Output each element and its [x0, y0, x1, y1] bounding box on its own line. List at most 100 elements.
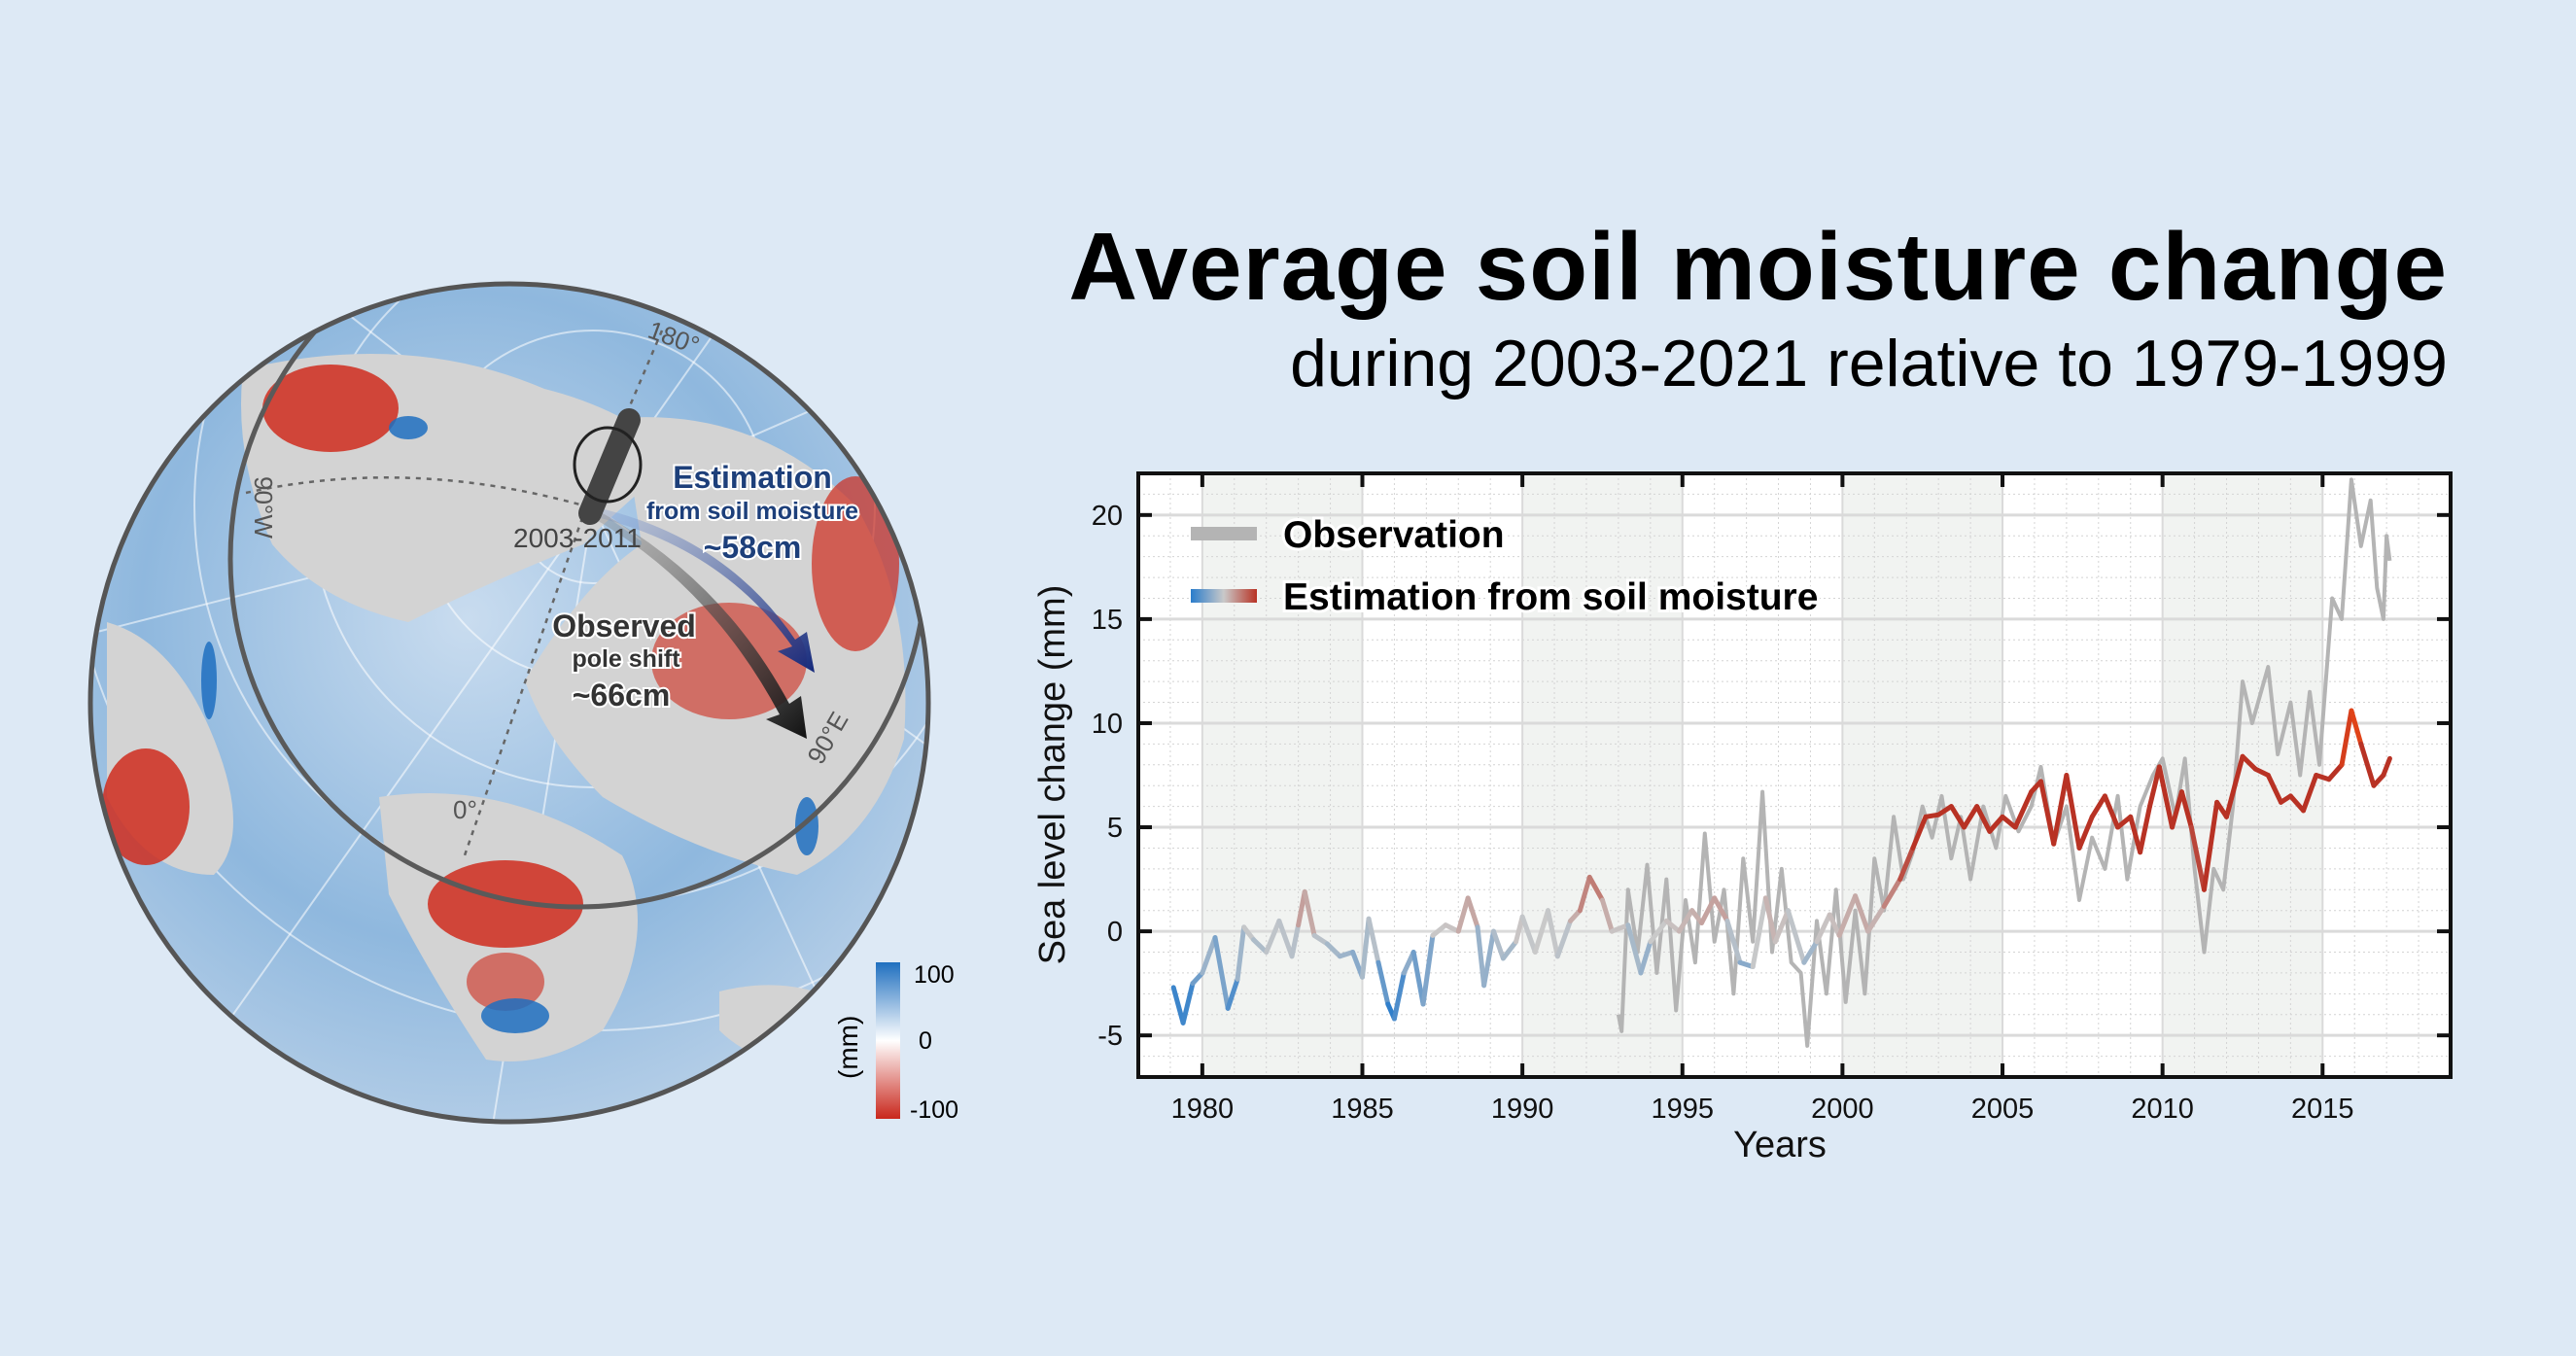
y-tick-label: 10 [1092, 709, 1123, 740]
estimation-line-segment [2240, 753, 2258, 772]
estimation-line-segment [1814, 912, 1832, 945]
legend-label-observation: Observation [1283, 514, 1505, 556]
estimation-line-segment [1180, 981, 1196, 1026]
estimation-line-segment [2301, 773, 2319, 814]
estimation-line-segment [1289, 922, 1302, 959]
estimation-line-segment [2089, 793, 2107, 819]
legend-swatch-estimation [1191, 589, 1257, 603]
observed-subtitle: pole shift [572, 645, 680, 673]
x-tick-label: 2010 [2131, 1094, 2194, 1125]
estimation-line-segment [1648, 918, 1669, 945]
colorbar-mid-label: 0 [919, 1027, 932, 1055]
estimation-arrow-icon [588, 505, 815, 673]
y-tick-label: 20 [1092, 501, 1123, 532]
estimation-line-segment [2115, 814, 2134, 830]
estimation-line-segment [1251, 937, 1270, 956]
globe-outline [87, 281, 931, 1125]
estimation-line-segment [1302, 888, 1317, 938]
plot-frame [1136, 471, 2453, 1079]
estimation-line-segment [1853, 893, 1871, 934]
page-subtitle: during 2003-2021 relative to 1979-1999 [1290, 327, 2448, 400]
estimation-line-segment [1532, 908, 1550, 956]
estimation-line-segment [1836, 893, 1859, 938]
estimation-line-segment [1465, 895, 1480, 930]
estimation-line-segment [1599, 897, 1615, 934]
rotation-axis-icon [578, 408, 641, 525]
x-tick-label: 1990 [1491, 1094, 1554, 1125]
page-title: Average soil moisture change [1068, 213, 2448, 320]
estimation-line-segment [1801, 939, 1820, 965]
x-axis-label: Years [1733, 1125, 1827, 1165]
estimation-line-segment [2358, 741, 2377, 788]
shaded-band [1522, 473, 1683, 1077]
x-tick-label: 2000 [1811, 1094, 1874, 1125]
estimation-line-segment [2188, 824, 2207, 892]
rotation-circle-icon [573, 426, 643, 504]
estimation-line-segment [2128, 814, 2143, 855]
estimation-line-segment [2012, 789, 2035, 830]
estimation-line-segment [1410, 950, 1426, 1007]
shaded-band [2162, 473, 2323, 1077]
colorbar-max-label: 100 [914, 961, 955, 989]
estimation-line-segment [1455, 895, 1471, 934]
estimation-line-segment [1699, 895, 1718, 926]
estimation-line-segment [2339, 708, 2354, 768]
observed-title: Observed [552, 608, 696, 643]
legend-label-estimation: Estimation from soil moisture [1283, 576, 1818, 618]
estimation-line-segment [1500, 939, 1519, 961]
observed-arrow-icon [588, 505, 807, 739]
estimation-line-segment [1200, 935, 1218, 976]
estimation-line-segment [2051, 773, 2070, 847]
estimation-line-segment [1324, 941, 1342, 959]
estimation-line-segment [1391, 970, 1407, 1022]
legend-swatch-observation [1191, 527, 1257, 540]
colorbar-unit: (mm) [833, 1016, 863, 1079]
estimation-line-segment [1638, 939, 1654, 976]
estimation-line-segment [2287, 793, 2307, 814]
estimation-line-segment [1519, 914, 1538, 956]
estimation-line-segment [1625, 922, 1644, 976]
sea-level-chart: 1980 1985 1990 1995 2000 2005 2010 2015 -5 0 5 10 15… [1032, 471, 2453, 1165]
estimation-line-segment [1577, 874, 1592, 914]
estimation-line-segment [1264, 918, 1282, 956]
estimation-line-segment [1910, 814, 1929, 851]
y-tick-label: 5 [1107, 813, 1123, 844]
shaded-band [1842, 473, 2003, 1077]
estimation-line-segment [2102, 793, 2121, 830]
estimation-line-segment [1366, 916, 1381, 965]
meridian-90w-line [245, 476, 584, 507]
estimation-title: Estimation [673, 460, 832, 495]
soil-wetting-areas [201, 416, 818, 1033]
estimation-line-segment [2349, 708, 2364, 747]
y-tick-label: 15 [1092, 605, 1123, 636]
estimation-line-segment [1676, 908, 1695, 934]
estimation-line-segment [1724, 918, 1743, 965]
estimation-line-segment [1785, 908, 1807, 965]
estimation-line-segment [1750, 895, 1768, 970]
x-tick-label: 1995 [1651, 1094, 1714, 1125]
estimation-line-segment [1987, 814, 2005, 834]
y-tick-label: -5 [1097, 1021, 1123, 1052]
y-axis-label: Sea level change (mm) [1032, 585, 1073, 965]
estimation-line-segment [1881, 877, 1903, 909]
estimation-line-segment [2138, 804, 2152, 855]
estimation-line-segment [1897, 845, 1916, 883]
estimation-line-segment [2000, 814, 2018, 830]
estimation-line-segment [1225, 976, 1240, 1011]
y-tick-label: 0 [1107, 917, 1123, 948]
colorbar [876, 962, 900, 1119]
estimation-line-segment [2201, 799, 2220, 892]
estimation-line-segment [1375, 959, 1391, 1007]
shaded-band [1201, 473, 1363, 1077]
x-tick-label: 1985 [1331, 1094, 1394, 1125]
estimation-line-segment [2224, 753, 2245, 819]
soil-drying-areas [102, 365, 899, 1011]
estimation-line-segment [1235, 924, 1247, 982]
estimation-line-segment [2156, 764, 2176, 830]
estimation-line-segment [2326, 762, 2345, 782]
estimation-value: ~58cm [704, 530, 802, 565]
estimation-line-segment [1772, 908, 1791, 945]
estimation-line-segment [1241, 924, 1257, 943]
estimation-line-segment [1170, 985, 1186, 1026]
x-tick-label: 2005 [1971, 1094, 2035, 1125]
